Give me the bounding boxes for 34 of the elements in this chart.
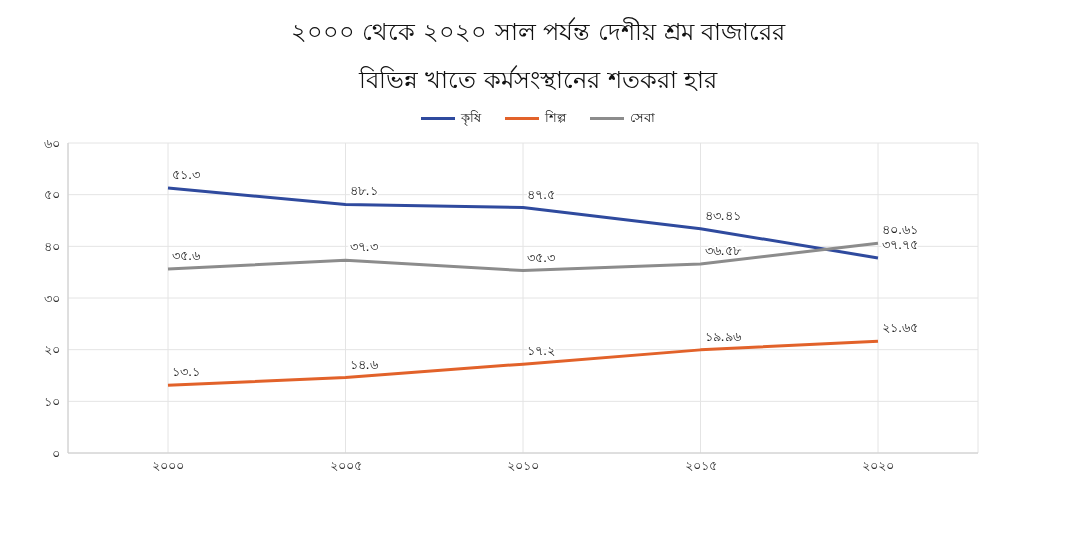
line-series — [166, 339, 880, 387]
y-tick-label: ৬০ — [44, 135, 60, 151]
data-label: ৩৬.৫৮ — [704, 243, 742, 258]
x-tick-label: ২০০৫ — [329, 458, 362, 474]
legend-label: শিল্প — [545, 109, 566, 127]
data-label: ৩৭.৭৫ — [882, 236, 919, 252]
x-tick-label: ২০১৫ — [684, 458, 717, 474]
data-label: ৪০.৬১ — [882, 222, 919, 238]
data-label: ১৭.২ — [527, 343, 556, 359]
y-tick-label: ৪০ — [44, 238, 60, 254]
y-tick-label: ০ — [52, 445, 60, 461]
x-tick-label: ২০০০ — [152, 458, 184, 474]
chart-title: ২০০০ থেকে ২০২০ সাল পর্যন্ত দেশীয় শ্রম বাজারের বিভিন্ন খাতে কর্মসংস্থানের শতকরা হার — [289, 16, 787, 96]
data-label: ৪৩.৪১ — [704, 207, 741, 223]
legend-label: কৃষি — [461, 109, 481, 128]
legend-label: সেবা — [630, 109, 655, 127]
data-label: ৩৫.৩ — [527, 249, 556, 265]
data-label: ৩৭.৩ — [349, 239, 378, 255]
data-label: ২১.৬৫ — [882, 320, 919, 336]
y-tick-label: ৫০ — [44, 187, 60, 203]
data-label: ৫১.৩ — [172, 166, 201, 182]
x-tick-label: ২০২০ — [862, 458, 894, 474]
line-series — [166, 241, 880, 273]
data-label: ১৯.৯৬ — [704, 328, 742, 344]
data-label: ১৪.৬ — [349, 356, 379, 372]
data-label: ৩৫.৬ — [172, 248, 202, 264]
y-tick-label: ৩০ — [44, 290, 60, 306]
y-tick-label: ১০ — [44, 393, 60, 409]
data-label: ৪৭.৫ — [527, 186, 556, 202]
line-series — [166, 186, 880, 260]
y-tick-label: ২০ — [44, 342, 60, 358]
data-label: ১৩.১ — [172, 364, 201, 380]
x-tick-label: ২০১০ — [507, 458, 539, 474]
data-label: ৪৮.১ — [349, 183, 378, 199]
